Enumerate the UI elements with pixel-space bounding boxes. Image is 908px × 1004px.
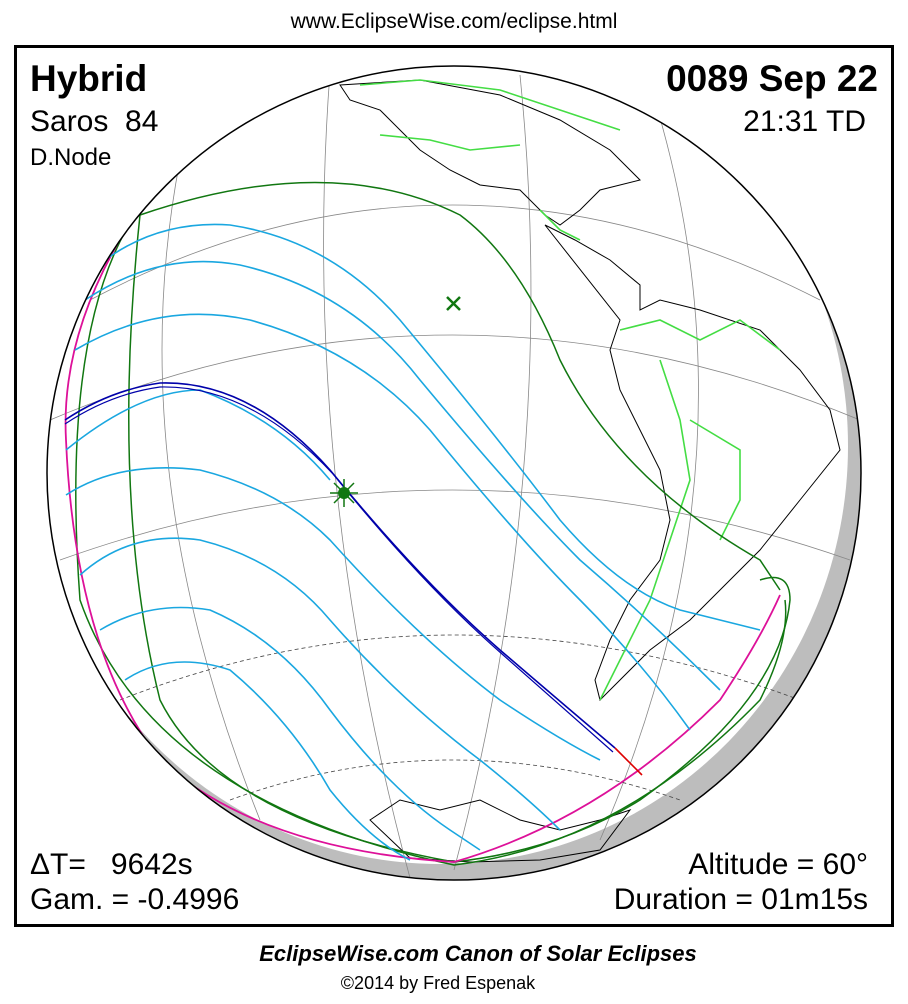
duration: Duration = 01m15s	[614, 883, 868, 916]
gamma: Gam. = -0.4996	[30, 883, 239, 916]
source-url: www.EclipseWise.com/eclipse.html	[290, 10, 618, 33]
footer-title: EclipseWise.com Canon of Solar Eclipses	[259, 941, 697, 966]
globe	[46, 65, 862, 881]
delta-t: ΔT= 9642s	[30, 848, 193, 881]
eclipse-time: 21:31 TD	[743, 105, 866, 138]
saros: Saros 84	[30, 105, 158, 138]
footer-credit: ©2014 by Fred Espenak	[341, 973, 536, 993]
node: D.Node	[30, 144, 111, 171]
eclipse-type: Hybrid	[30, 58, 147, 99]
altitude: Altitude = 60°	[688, 848, 868, 881]
eclipse-date: 0089 Sep 22	[666, 58, 878, 99]
